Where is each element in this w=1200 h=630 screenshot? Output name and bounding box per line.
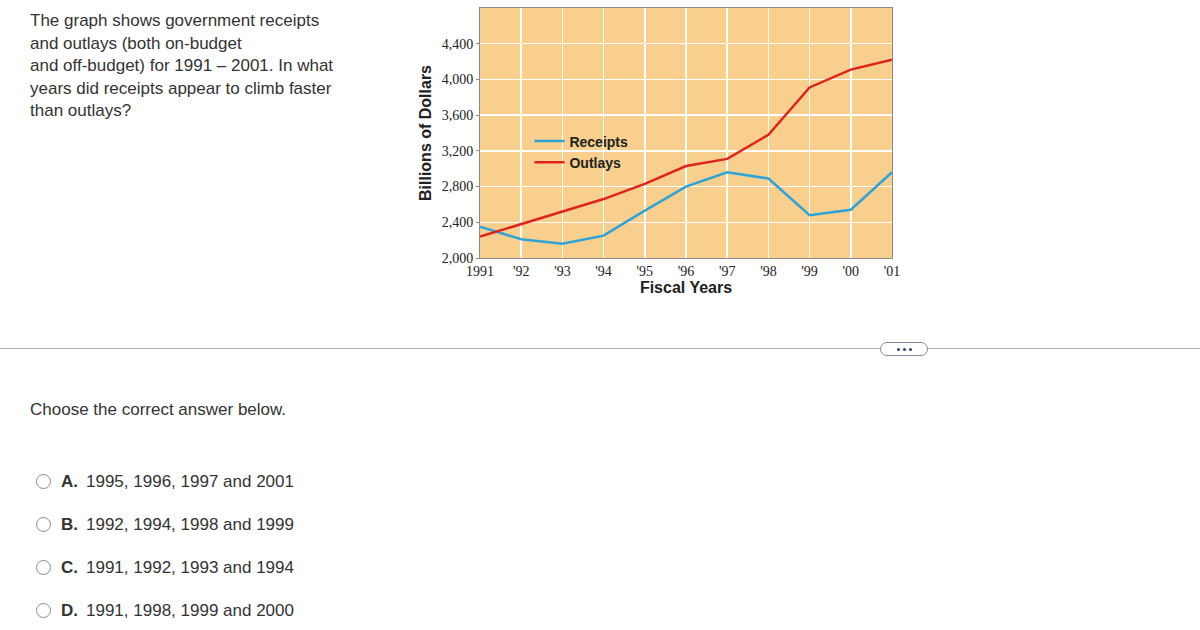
- svg-text:'98: '98: [760, 264, 777, 279]
- svg-text:Outlays: Outlays: [569, 155, 621, 171]
- html-text:C.: C.: [61, 557, 78, 577]
- svg-text:4,400: 4,400: [442, 37, 474, 52]
- svg-text:'94: '94: [595, 264, 612, 279]
- html-text:Choose the correct answer belo: Choose the correct answer below.: [30, 400, 287, 419]
- svg-text:'96: '96: [678, 264, 695, 279]
- svg-text:'99: '99: [801, 264, 818, 279]
- svg-text:Billions of Dollars: Billions of Dollars: [417, 65, 434, 201]
- svg-text:4,000: 4,000: [442, 72, 474, 87]
- html-text:A.: A.: [61, 471, 78, 491]
- svg-text:1991: 1991: [466, 264, 494, 279]
- svg-text:'00: '00: [843, 264, 860, 279]
- html-text:1992, 1994, 1998 and 1999: 1992, 1994, 1998 and 1999: [86, 514, 294, 534]
- svg-text:'95: '95: [637, 264, 654, 279]
- html-text:than outlays?: than outlays?: [30, 101, 132, 120]
- svg-text:3,200: 3,200: [442, 144, 474, 159]
- svg-text:Fiscal Years: Fiscal Years: [640, 279, 732, 296]
- svg-text:2,000: 2,000: [442, 251, 474, 266]
- html-text:years did receipts appear to c: years did receipts appear to climb faste…: [30, 78, 332, 98]
- html-text:1991, 1992, 1993 and 1994: 1991, 1992, 1993 and 1994: [86, 557, 294, 577]
- html-text:and off-budget) for 1991 – 200: and off-budget) for 1991 – 2001. In what: [30, 56, 334, 75]
- html-text:The graph shows government rec: The graph shows government receipts: [30, 11, 320, 30]
- svg-text:'01: '01: [884, 264, 901, 279]
- svg-text:Receipts: Receipts: [569, 134, 628, 150]
- svg-text:3,600: 3,600: [442, 108, 474, 123]
- svg-text:'92: '92: [513, 264, 530, 279]
- html-text:D.: D.: [61, 600, 78, 620]
- html-text:B.: B.: [61, 514, 78, 534]
- svg-text:2,800: 2,800: [442, 179, 474, 194]
- svg-text:'93: '93: [554, 264, 571, 279]
- html-text:and outlays (both on-budget: and outlays (both on-budget: [30, 33, 242, 53]
- html-text:1991, 1998, 1999 and 2000: 1991, 1998, 1999 and 2000: [86, 600, 294, 620]
- svg-text:'97: '97: [719, 264, 736, 279]
- svg-text:2,400: 2,400: [442, 215, 474, 230]
- html-text:1995, 1996, 1997 and 2001: 1995, 1996, 1997 and 2001: [86, 471, 294, 491]
